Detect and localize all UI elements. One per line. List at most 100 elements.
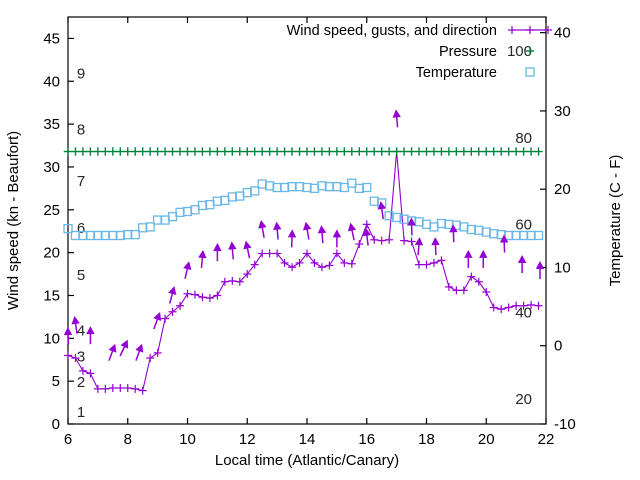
- wind-speed-marker: [138, 386, 147, 395]
- temperature-marker: [123, 229, 133, 240]
- pressure-marker: [138, 147, 147, 156]
- temperature-marker: [279, 182, 290, 193]
- temperature-marker: [302, 182, 312, 193]
- wind-speed-marker: [377, 236, 386, 245]
- pressure-marker: [175, 147, 185, 156]
- wind-speed-marker: [452, 286, 461, 295]
- wind-direction-arrow: [228, 241, 237, 260]
- wind-speed-marker: [519, 301, 528, 310]
- temperature-marker: [190, 205, 200, 215]
- temperature-marker: [145, 222, 155, 232]
- beaufort-scale-label: 4: [77, 323, 85, 340]
- pressure-marker: [235, 147, 244, 156]
- pressure-marker: [370, 147, 379, 156]
- wind-speed-marker: [355, 240, 364, 249]
- y-axis-tick-label: 0: [52, 416, 60, 433]
- pressure-marker: [272, 147, 282, 156]
- wind-direction-arrow: [347, 222, 357, 241]
- legend-label-0: Wind speed, gusts, and direction: [287, 23, 497, 39]
- pressure-marker: [444, 147, 454, 156]
- wind-direction-arrow: [273, 221, 282, 240]
- wind-speed-marker: [78, 366, 87, 375]
- wind-speed-marker: [220, 277, 229, 286]
- pressure-marker: [325, 147, 334, 156]
- temperature-marker: [294, 182, 305, 192]
- temperature-marker: [429, 222, 439, 232]
- wind-direction-arrow: [303, 221, 312, 240]
- beaufort-scale-label: 9: [77, 66, 85, 83]
- pressure-marker: [86, 147, 95, 156]
- wind-direction-arrow: [243, 240, 252, 259]
- wind-speed-marker: [288, 263, 297, 272]
- wind-speed-marker: [198, 293, 207, 302]
- wind-direction-arrow: [535, 261, 545, 280]
- temperature-marker: [220, 195, 230, 206]
- x-axis-tick-label: 12: [239, 431, 256, 448]
- wind-speed-marker: [250, 260, 259, 269]
- temperature-marker: [242, 188, 252, 198]
- wind-speed-marker: [482, 288, 491, 297]
- wind-speed-marker: [86, 369, 95, 378]
- x-axis-tick-label: 16: [358, 431, 375, 448]
- wind-speed-marker: [228, 276, 237, 285]
- temperature-marker: [324, 182, 335, 192]
- wind-speed-marker: [258, 249, 267, 258]
- wind-speed-marker: [340, 258, 349, 267]
- wind-direction-arrow: [198, 249, 207, 268]
- x-axis-tick-label: 10: [179, 431, 196, 448]
- pressure-marker: [265, 147, 274, 156]
- temperature-marker: [160, 215, 170, 225]
- y2-axis-tick-label: 30: [554, 103, 571, 120]
- wind-speed-marker: [347, 259, 356, 268]
- wind-direction-arrow: [108, 343, 117, 361]
- temperature-marker: [108, 230, 118, 241]
- beaufort-scale-label: 7: [77, 173, 85, 190]
- wind-speed-marker: [101, 384, 110, 393]
- wind-speed-marker: [407, 237, 416, 246]
- wind-direction-arrow: [287, 229, 297, 248]
- pressure-marker: [526, 147, 536, 156]
- wind-speed-marker: [332, 249, 341, 258]
- pressure-marker: [399, 147, 409, 156]
- temperature-marker: [100, 230, 110, 241]
- wind-direction-arrow: [135, 343, 144, 361]
- temperature-marker: [339, 182, 349, 193]
- legend-sample-plus-mid: [526, 26, 534, 34]
- wind-speed-marker: [497, 305, 506, 314]
- pressure-marker: [392, 147, 401, 156]
- temperature-marker: [459, 222, 469, 232]
- temperature-marker: [182, 206, 193, 217]
- pressure-marker: [280, 147, 289, 156]
- y-axis-tick-label: 5: [52, 373, 60, 390]
- beaufort-scale-label: 8: [77, 121, 85, 138]
- y-axis-tick-label: 30: [43, 159, 60, 176]
- beaufort-scale-label: 1: [77, 404, 85, 421]
- pressure-marker: [422, 147, 431, 156]
- wind-direction-arrow: [362, 227, 372, 246]
- pressure-marker: [340, 147, 349, 156]
- x-axis-tick-label: 8: [124, 431, 132, 448]
- beaufort-scale-label: 2: [77, 374, 85, 391]
- x-axis-tick-label: 6: [64, 431, 72, 448]
- temperature-marker: [197, 200, 208, 211]
- wind-speed-marker: [400, 236, 409, 245]
- y2-axis-title: Temperature (C - F): [607, 155, 624, 287]
- fahrenheit-scale-label: 20: [515, 391, 532, 408]
- wind-speed-marker: [295, 258, 304, 267]
- pressure-marker: [153, 147, 162, 156]
- wind-speed-marker: [459, 286, 468, 295]
- x-axis-tick-label: 14: [299, 431, 316, 448]
- y-axis-tick-label: 45: [43, 30, 60, 47]
- x-axis-tick-label: 22: [538, 431, 555, 448]
- wind-direction-arrow: [317, 225, 327, 244]
- wind-direction-arrow: [407, 217, 416, 236]
- temperature-marker: [414, 217, 424, 227]
- wind-speed-marker: [235, 277, 244, 286]
- temperature-marker: [205, 199, 215, 210]
- wind-speed-marker: [370, 235, 379, 244]
- legend-sample-plus-left: [508, 26, 516, 34]
- temperature-marker: [309, 183, 320, 194]
- pressure-marker: [534, 147, 543, 156]
- wind-direction-arrow: [500, 234, 509, 253]
